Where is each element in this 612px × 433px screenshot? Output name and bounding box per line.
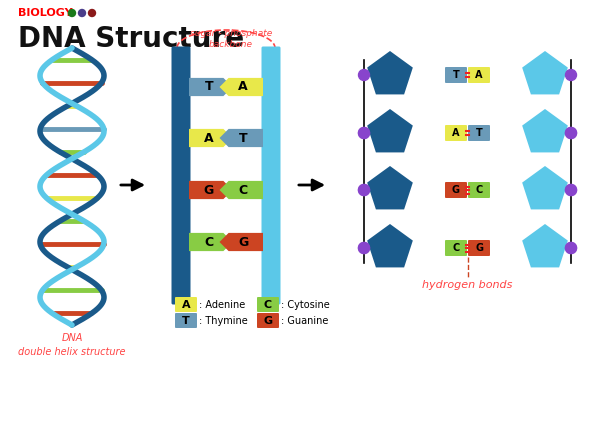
FancyBboxPatch shape: [445, 125, 467, 141]
Text: DNA Structure: DNA Structure: [18, 25, 244, 53]
FancyBboxPatch shape: [468, 182, 490, 198]
Polygon shape: [220, 181, 263, 199]
Circle shape: [565, 127, 577, 139]
Circle shape: [359, 184, 370, 196]
Circle shape: [565, 70, 577, 81]
Text: sugar - phosphate
backbone: sugar - phosphate backbone: [190, 29, 272, 49]
FancyBboxPatch shape: [175, 313, 197, 328]
Polygon shape: [189, 129, 233, 147]
Text: G: G: [475, 243, 483, 253]
Text: T: T: [239, 132, 248, 145]
Text: : Adenine: : Adenine: [199, 300, 245, 310]
Text: C: C: [264, 300, 272, 310]
Circle shape: [69, 10, 75, 16]
Text: A: A: [452, 128, 460, 138]
Circle shape: [565, 127, 577, 139]
Circle shape: [359, 127, 370, 139]
Circle shape: [359, 242, 370, 253]
Polygon shape: [367, 224, 413, 268]
FancyBboxPatch shape: [261, 46, 280, 304]
FancyBboxPatch shape: [257, 313, 279, 328]
Text: G: G: [452, 185, 460, 195]
Text: : Thymine: : Thymine: [199, 316, 248, 326]
FancyBboxPatch shape: [445, 240, 467, 256]
Text: A: A: [182, 300, 190, 310]
Text: : Cytosine: : Cytosine: [281, 300, 330, 310]
Polygon shape: [220, 233, 263, 251]
Circle shape: [565, 184, 577, 196]
FancyBboxPatch shape: [445, 67, 467, 83]
Circle shape: [359, 127, 370, 139]
Circle shape: [565, 242, 577, 253]
Polygon shape: [189, 233, 233, 251]
Polygon shape: [220, 129, 263, 147]
FancyBboxPatch shape: [468, 240, 490, 256]
Circle shape: [565, 242, 577, 253]
Text: C: C: [452, 243, 460, 253]
Polygon shape: [220, 78, 263, 96]
Text: G: G: [263, 316, 272, 326]
Polygon shape: [189, 181, 233, 199]
Text: T: T: [476, 128, 482, 138]
Polygon shape: [367, 166, 413, 210]
Circle shape: [359, 242, 370, 253]
Text: C: C: [204, 236, 214, 249]
Circle shape: [359, 184, 370, 196]
Circle shape: [565, 184, 577, 196]
Text: T: T: [453, 70, 460, 80]
Text: A: A: [476, 70, 483, 80]
Polygon shape: [522, 166, 568, 210]
Text: BIOLOGY: BIOLOGY: [18, 8, 73, 18]
Text: A: A: [239, 81, 248, 94]
Text: C: C: [239, 184, 248, 197]
FancyBboxPatch shape: [175, 297, 197, 312]
Circle shape: [89, 10, 95, 16]
Polygon shape: [522, 109, 568, 152]
Circle shape: [359, 70, 370, 81]
Polygon shape: [522, 224, 568, 268]
FancyBboxPatch shape: [171, 46, 190, 304]
Text: : Guanine: : Guanine: [281, 316, 329, 326]
FancyBboxPatch shape: [468, 67, 490, 83]
FancyBboxPatch shape: [445, 182, 467, 198]
Text: hydrogen bonds: hydrogen bonds: [422, 280, 513, 290]
Text: G: G: [204, 184, 214, 197]
Text: T: T: [182, 316, 190, 326]
Text: DNA
double helix structure: DNA double helix structure: [18, 333, 125, 357]
Text: C: C: [476, 185, 483, 195]
Text: A: A: [204, 132, 214, 145]
Circle shape: [78, 10, 86, 16]
Polygon shape: [367, 51, 413, 94]
Text: G: G: [238, 236, 248, 249]
Polygon shape: [189, 78, 233, 96]
Polygon shape: [522, 51, 568, 94]
FancyBboxPatch shape: [468, 125, 490, 141]
FancyBboxPatch shape: [257, 297, 279, 312]
Polygon shape: [367, 109, 413, 152]
Text: T: T: [204, 81, 213, 94]
